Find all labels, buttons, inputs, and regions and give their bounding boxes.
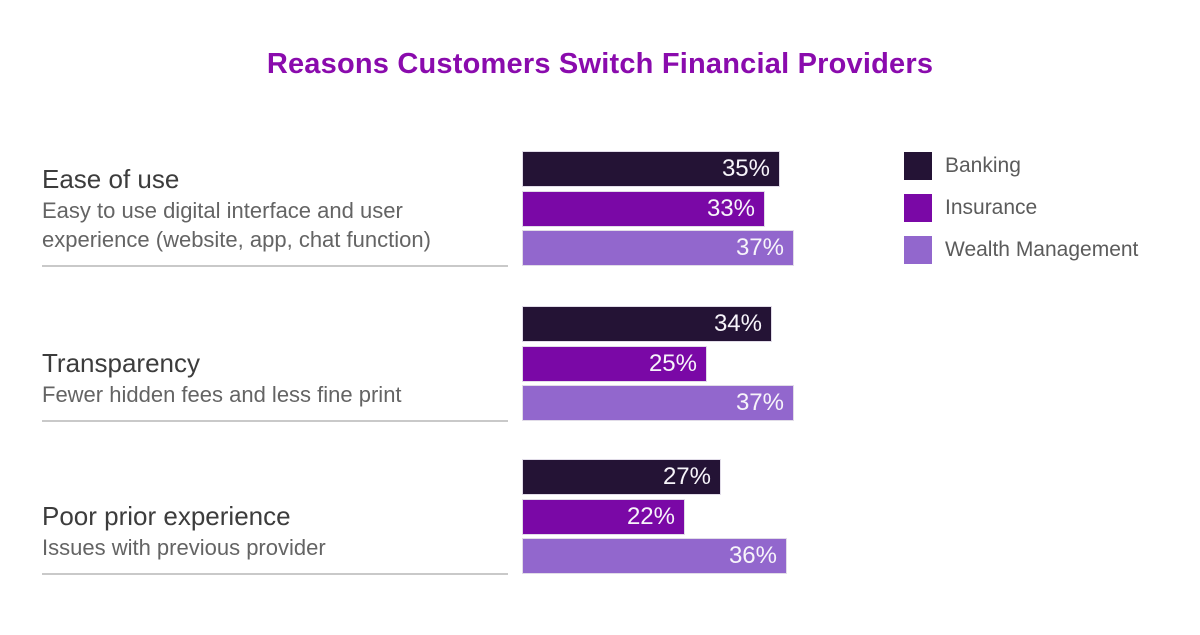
bar-insurance: 33% bbox=[523, 191, 764, 226]
category-bars: 34% 25% 37% bbox=[523, 307, 815, 420]
category-label-block: Poor prior experience Issues with previou… bbox=[42, 501, 508, 575]
bar-value-label: 37% bbox=[735, 389, 784, 416]
bar-insurance: 22% bbox=[523, 499, 684, 534]
bar-value-label: 22% bbox=[626, 502, 675, 530]
chart-title: Reasons Customers Switch Financial Provi… bbox=[266, 48, 934, 80]
category-description: Easy to use digital interface and user e… bbox=[42, 197, 431, 252]
bar-banking: 35% bbox=[523, 152, 779, 186]
legend-label: Banking bbox=[945, 154, 1021, 177]
category-description: Issues with previous provider bbox=[42, 534, 326, 560]
bar-wealth-management: 36% bbox=[523, 539, 786, 573]
legend-item-banking: Banking bbox=[904, 152, 1138, 180]
legend-label: Insurance bbox=[945, 196, 1038, 219]
category-group: Transparency Fewer hidden fees and less f… bbox=[0, 307, 1200, 422]
legend-item-insurance: Insurance bbox=[904, 194, 1138, 222]
legend-swatch bbox=[904, 194, 932, 222]
bar-value-label: 35% bbox=[721, 155, 770, 182]
bar-value-label: 25% bbox=[648, 349, 697, 377]
bar-value-label: 33% bbox=[706, 194, 755, 222]
bar-banking: 34% bbox=[523, 307, 771, 341]
legend-swatch bbox=[904, 152, 932, 180]
category-description: Fewer hidden fees and less fine print bbox=[42, 381, 402, 407]
category-label-block: Transparency Fewer hidden fees and less f… bbox=[42, 348, 508, 422]
bar-value-label: 27% bbox=[662, 463, 711, 490]
category-label-block: Ease of use Easy to use digital interface… bbox=[42, 164, 508, 267]
legend: Banking Insurance Wealth Management bbox=[904, 152, 1138, 278]
legend-item-wealth-management: Wealth Management bbox=[904, 236, 1138, 264]
legend-swatch bbox=[904, 236, 932, 264]
bar-wealth-management: 37% bbox=[523, 231, 793, 265]
category-bars: 27% 22% 36% bbox=[523, 460, 815, 573]
category-label: Poor prior experience bbox=[42, 501, 291, 532]
bar-value-label: 36% bbox=[728, 542, 777, 569]
bar-wealth-management: 37% bbox=[523, 386, 793, 420]
legend-label: Wealth Management bbox=[945, 238, 1139, 261]
category-group: Ease of use Easy to use digital interface… bbox=[0, 152, 1200, 267]
category-label: Transparency bbox=[42, 348, 200, 379]
category-group: Poor prior experience Issues with previou… bbox=[0, 460, 1200, 575]
bar-insurance: 25% bbox=[523, 346, 706, 381]
bar-value-label: 37% bbox=[735, 234, 784, 261]
category-bars: 35% 33% 37% bbox=[523, 152, 815, 265]
bar-banking: 27% bbox=[523, 460, 720, 494]
category-label: Ease of use bbox=[42, 163, 180, 194]
bar-value-label: 34% bbox=[713, 310, 762, 337]
